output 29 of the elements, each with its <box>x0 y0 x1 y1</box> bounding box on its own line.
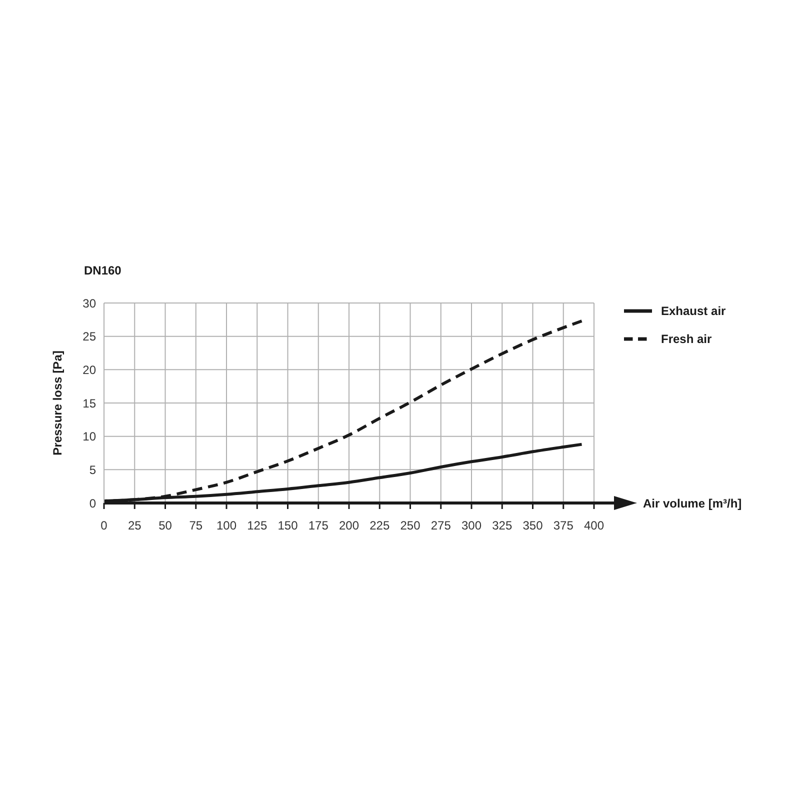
x-tick-label: 0 <box>100 518 108 533</box>
legend-label: Fresh air <box>661 332 712 346</box>
y-tick-label: 5 <box>89 462 96 477</box>
x-tick-label: 50 <box>158 518 172 533</box>
x-tick-label: 350 <box>522 518 544 533</box>
x-tick-label: 375 <box>553 518 574 533</box>
legend-label: Exhaust air <box>661 304 726 318</box>
x-tick-label: 125 <box>247 518 268 533</box>
y-tick-label: 25 <box>82 330 96 344</box>
x-tick-label: 225 <box>370 518 390 533</box>
x-tick-label: 275 <box>430 518 452 533</box>
x-tick-label: 200 <box>338 518 360 533</box>
y-tick-label: 15 <box>82 396 96 410</box>
x-tick-label: 325 <box>492 518 512 533</box>
x-tick-label: 100 <box>216 518 237 533</box>
y-tick-label: 20 <box>82 362 96 377</box>
x-tick-label: 250 <box>400 518 421 533</box>
y-tick-label: 30 <box>82 296 96 310</box>
x-tick-label: 175 <box>308 518 329 533</box>
x-tick-label: 300 <box>461 518 482 533</box>
y-axis-title: Pressure loss [Pa] <box>50 350 64 456</box>
y-tick-label: 10 <box>82 430 96 444</box>
x-tick-label: 400 <box>584 518 604 533</box>
chart-title: DN160 <box>84 264 122 278</box>
x-tick-label: 150 <box>278 518 298 533</box>
x-tick-label: 25 <box>128 518 142 533</box>
x-tick-label: 75 <box>189 518 203 533</box>
x-axis-title: Air volume [m³/h] <box>643 496 742 510</box>
y-tick-label: 0 <box>89 496 96 510</box>
